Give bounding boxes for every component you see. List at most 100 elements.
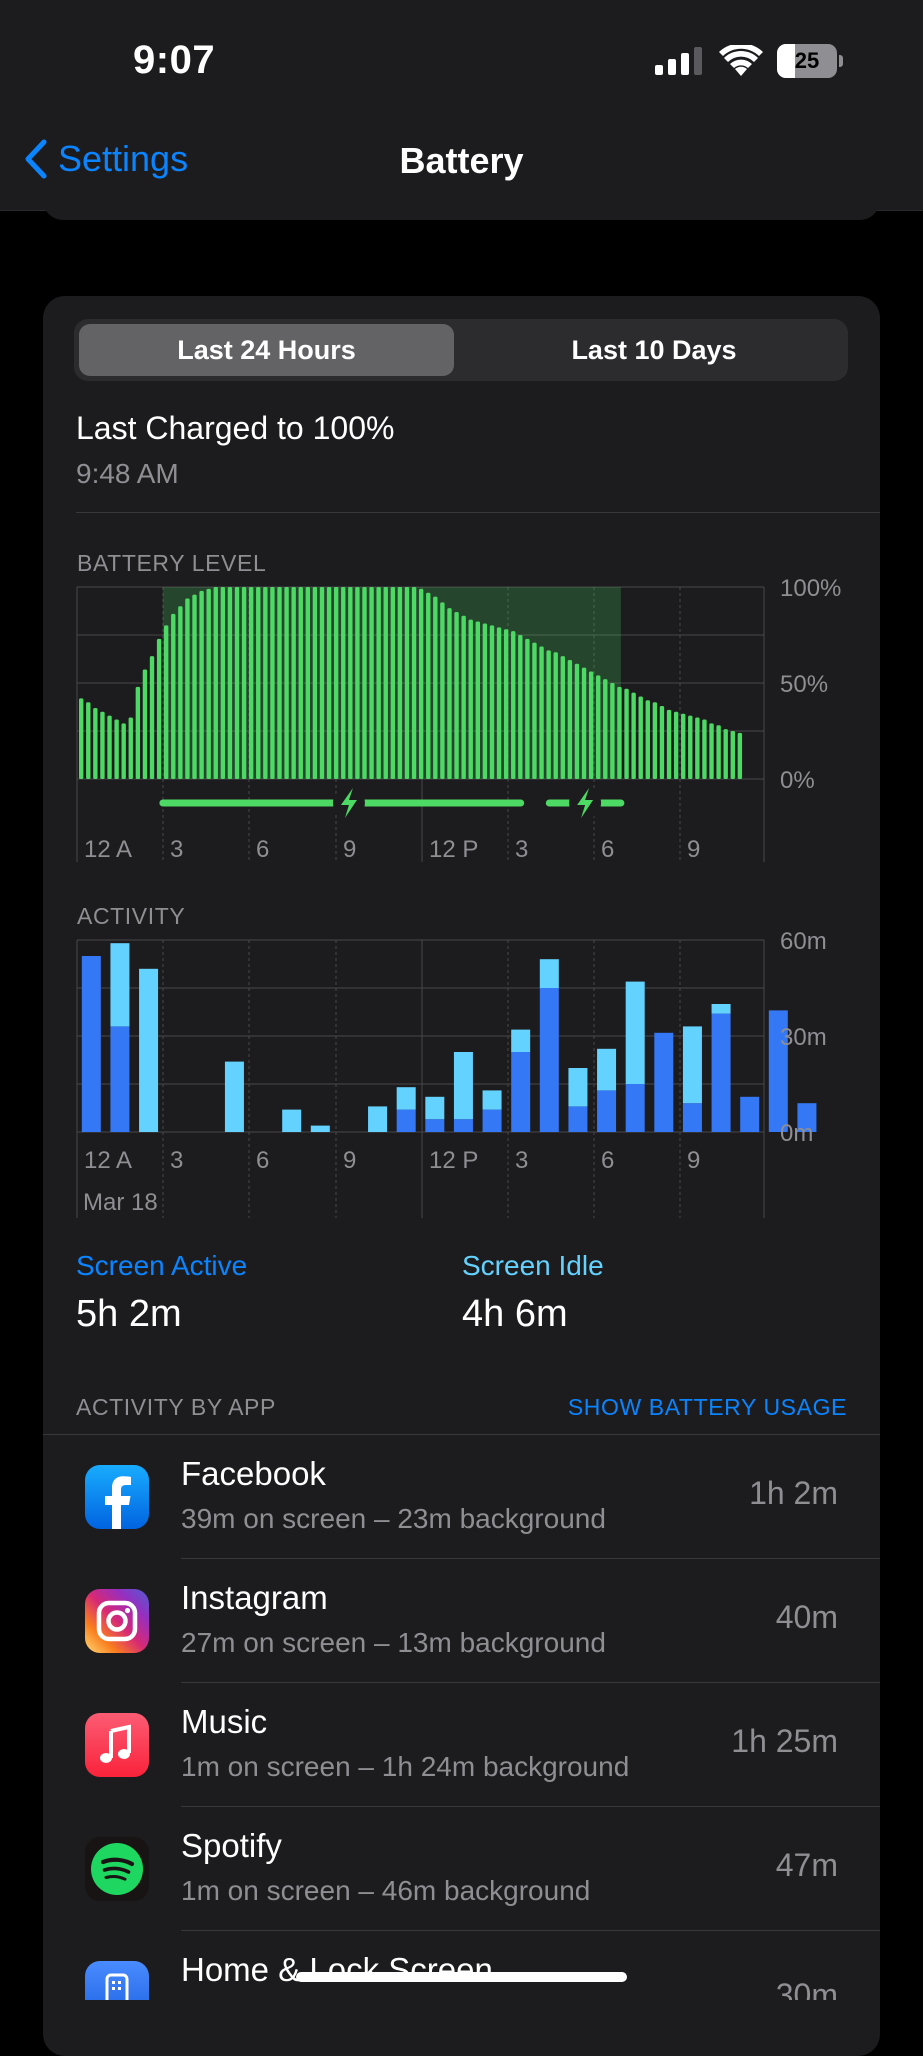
battery-bar	[688, 715, 693, 779]
battery-bar	[319, 587, 325, 779]
battery-bar	[312, 587, 318, 779]
divider	[76, 512, 880, 513]
app-time: 30m	[775, 1977, 838, 2000]
battery-bar	[142, 669, 148, 779]
battery-bar	[666, 709, 672, 779]
app-row-home-lock-screen[interactable]: Home & Lock Screen 30m	[43, 1931, 880, 2000]
battery-bar	[178, 606, 183, 779]
screen-active-bar	[539, 988, 559, 1132]
battery-bar	[333, 587, 339, 779]
app-name: Facebook	[181, 1455, 326, 1492]
battery-bar	[475, 621, 481, 779]
activity-chart-labels: 60m 30m 0m 12 A 3 6 9 12 P 3 6 9	[84, 928, 827, 1174]
screen-active-bar	[768, 1010, 788, 1132]
segment-last-24-hours[interactable]: Last 24 Hours	[79, 324, 454, 376]
x-tick-label: 6	[601, 1147, 614, 1174]
screen-active-bar	[625, 1084, 645, 1132]
status-bar: 9:07 25	[0, 0, 923, 120]
app-row-instagram[interactable]: Instagram 27m on screen – 13m background…	[43, 1559, 880, 1683]
activity-bars	[81, 943, 817, 1132]
battery-bar	[702, 719, 707, 779]
app-name: Instagram	[181, 1579, 328, 1616]
x-tick-label: 3	[170, 836, 183, 863]
app-detail: 39m on screen – 23m background	[181, 1503, 606, 1534]
battery-bar	[355, 587, 360, 779]
battery-level-bars	[79, 587, 743, 779]
battery-bar	[107, 715, 112, 779]
screen-active-bar	[453, 1119, 473, 1132]
battery-bar	[461, 615, 466, 779]
instagram-icon	[85, 1589, 149, 1653]
previous-card-edge	[43, 200, 880, 220]
x-tick-label: 12 A	[84, 1147, 132, 1174]
back-button[interactable]: Settings	[24, 138, 188, 180]
battery-bar	[121, 723, 126, 779]
screen-idle-bar	[453, 1052, 473, 1120]
x-tick-label: 6	[601, 836, 614, 863]
app-time: 47m	[775, 1847, 838, 1883]
chevron-left-icon	[25, 139, 47, 179]
battery-bar	[156, 638, 162, 779]
battery-bar	[341, 587, 346, 779]
facebook-icon	[85, 1465, 149, 1529]
y-tick-label: 50%	[780, 671, 828, 698]
battery-bar	[241, 587, 247, 779]
app-time: 1h 2m	[749, 1475, 838, 1511]
screen-idle-bar	[282, 1109, 302, 1132]
y-tick-label: 0%	[780, 767, 815, 794]
screen-idle-bar	[368, 1106, 388, 1132]
screen-active-bar	[797, 1103, 817, 1132]
app-name: Spotify	[181, 1827, 282, 1864]
page-title: Battery	[399, 140, 524, 181]
app-detail: 1m on screen – 1h 24m background	[181, 1751, 630, 1782]
app-row-music[interactable]: Music 1m on screen – 1h 24m background 1…	[43, 1683, 880, 1807]
screen-active-label: Screen Active	[76, 1250, 248, 1281]
y-tick-label: 30m	[780, 1024, 827, 1051]
battery-bar	[716, 725, 721, 779]
screen-active-bar	[740, 1096, 760, 1132]
battery-bar	[553, 652, 558, 779]
battery-bar	[709, 723, 714, 779]
battery-bar	[234, 587, 240, 779]
show-battery-usage-button[interactable]: SHOW BATTERY USAGE	[567, 1394, 847, 1420]
battery-bar	[489, 625, 495, 779]
app-detail: 27m on screen – 13m background	[181, 1627, 606, 1658]
activity-label: ACTIVITY	[77, 903, 185, 929]
battery-bar	[539, 646, 544, 779]
last-charged-time: 9:48 AM	[76, 458, 179, 489]
spotify-icon	[85, 1837, 149, 1901]
battery-bar	[404, 587, 410, 779]
battery-bar	[433, 596, 438, 779]
divider	[43, 1434, 880, 1435]
battery-bar	[525, 638, 530, 779]
battery-bar	[546, 650, 551, 779]
app-name: Home & Lock Screen	[181, 1951, 493, 1988]
battery-bar	[638, 696, 643, 779]
battery-bar	[192, 594, 197, 779]
battery-bar	[418, 588, 424, 779]
screen-idle-bar	[224, 1061, 244, 1132]
segment-last-10-days[interactable]: Last 10 Days	[571, 335, 737, 365]
screen-idle-bar	[568, 1068, 588, 1107]
battery-bar	[227, 587, 233, 779]
screen-active-bar	[425, 1119, 445, 1132]
activity-by-app-label: ACTIVITY BY APP	[76, 1394, 276, 1420]
battery-percent: 25	[794, 48, 820, 73]
battery-bar	[128, 717, 133, 779]
row-divider	[181, 1682, 880, 1683]
app-row-facebook[interactable]: Facebook 39m on screen – 23m background …	[43, 1435, 880, 1559]
battery-bar	[454, 611, 459, 779]
screen-idle-bar	[139, 968, 159, 1132]
battery-bar	[737, 732, 743, 779]
charging-bolt-icon	[577, 788, 594, 818]
battery-bar	[730, 731, 735, 779]
screen-idle-bar	[682, 1026, 702, 1104]
screen-idle-bar	[310, 1125, 330, 1132]
y-tick-label: 100%	[780, 575, 841, 602]
battery-bar	[581, 667, 587, 779]
screen-active-bar	[568, 1106, 588, 1132]
screen-active-bar	[711, 1013, 731, 1132]
screen-active-bar	[682, 1103, 702, 1132]
battery-bar	[511, 631, 516, 779]
app-row-spotify[interactable]: Spotify 1m on screen – 46m background 47…	[43, 1807, 880, 1931]
